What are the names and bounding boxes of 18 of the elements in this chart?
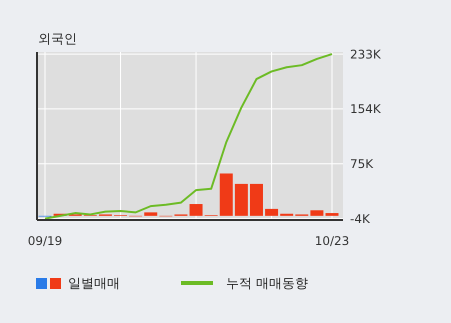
x-tick-label: 09/19 [28,234,62,248]
chart-title: 외국인 [38,32,77,47]
line-series [44,53,333,220]
bar [234,184,248,216]
y-tick-label: 154K [350,102,382,116]
x-tick-label: 10/23 [314,234,350,248]
bar [144,212,158,216]
legend-label: 일별매매 [68,276,120,292]
bar [190,204,203,216]
bar [326,213,338,216]
y-tick-label: 233K [350,47,382,62]
legend-label: 누적 매매동향 [226,276,308,292]
bar [220,173,233,216]
bar [310,210,324,216]
y-tick-label: -4K [350,212,371,226]
bar [265,208,278,216]
bar [250,184,263,216]
y-tick-label: 75K [350,156,374,171]
